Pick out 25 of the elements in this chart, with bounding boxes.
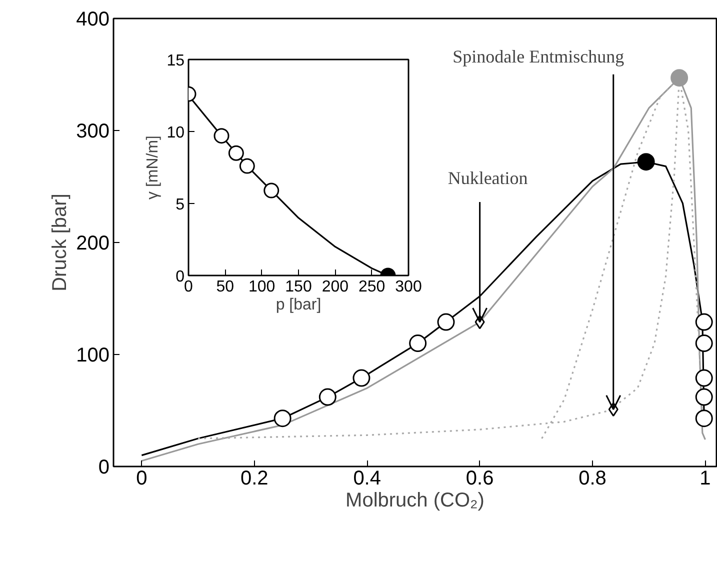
x-tick-label: 50 [216,278,234,296]
annotation: Spinodale Entmischung [452,46,624,66]
y-tick-label: 5 [176,196,185,214]
y-tick-label: 100 [76,344,110,366]
x-tick-label: 150 [285,278,312,296]
y-tick-label: 15 [166,52,185,70]
x-tick-label: 0.8 [578,468,606,490]
y-axis-title: γ [mN/m] [144,135,162,200]
y-tick-label: 10 [166,124,185,142]
x-tick-label: 1 [700,468,711,490]
x-tick-label: 0.6 [466,468,494,490]
x-tick-label: 0.4 [353,468,382,490]
x-tick-label: 200 [322,278,349,296]
y-tick-label: 300 [76,120,110,142]
x-axis-title: p [bar] [276,296,322,314]
y-axis-title: Druck [bar] [49,194,72,292]
y-tick-label: 400 [76,8,110,30]
x-tick-label: 0.2 [240,468,268,490]
annotation: Nukleation [448,168,528,188]
x-tick-label: 250 [358,278,386,296]
x-axis-title: Molbruch (CO₂) [346,490,484,512]
x-tick-label: 100 [248,278,276,296]
y-tick-label: 200 [76,232,110,254]
x-tick-label: 300 [395,278,422,296]
x-tick-label: 0 [136,468,148,490]
